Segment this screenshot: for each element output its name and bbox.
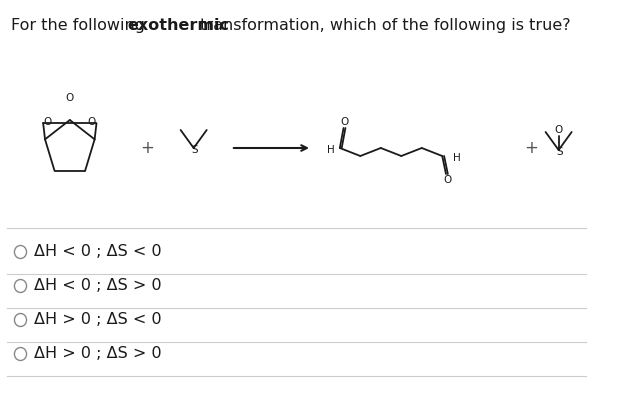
Text: ΔH > 0 ; ΔS < 0: ΔH > 0 ; ΔS < 0 [34, 312, 161, 328]
Text: transformation, which of the following is true?: transformation, which of the following i… [194, 18, 570, 33]
Text: +: + [140, 139, 154, 157]
Text: S: S [191, 145, 198, 155]
Text: exothermic: exothermic [127, 18, 229, 33]
Text: +: + [524, 139, 538, 157]
Text: H: H [327, 145, 335, 155]
Circle shape [15, 314, 27, 326]
Text: O: O [66, 93, 74, 103]
Circle shape [15, 347, 27, 360]
Text: O: O [44, 118, 52, 127]
Text: ΔH > 0 ; ΔS > 0: ΔH > 0 ; ΔS > 0 [34, 347, 161, 362]
Text: ΔH < 0 ; ΔS < 0: ΔH < 0 ; ΔS < 0 [34, 245, 161, 260]
Text: O: O [88, 118, 96, 127]
Text: O: O [554, 125, 562, 135]
Circle shape [15, 245, 27, 258]
Text: H: H [454, 153, 461, 163]
Text: O: O [444, 175, 452, 185]
Text: ΔH < 0 ; ΔS > 0: ΔH < 0 ; ΔS > 0 [34, 279, 161, 293]
Text: For the following: For the following [11, 18, 150, 33]
Text: O: O [340, 117, 348, 127]
Text: S: S [556, 147, 563, 157]
Circle shape [15, 279, 27, 293]
